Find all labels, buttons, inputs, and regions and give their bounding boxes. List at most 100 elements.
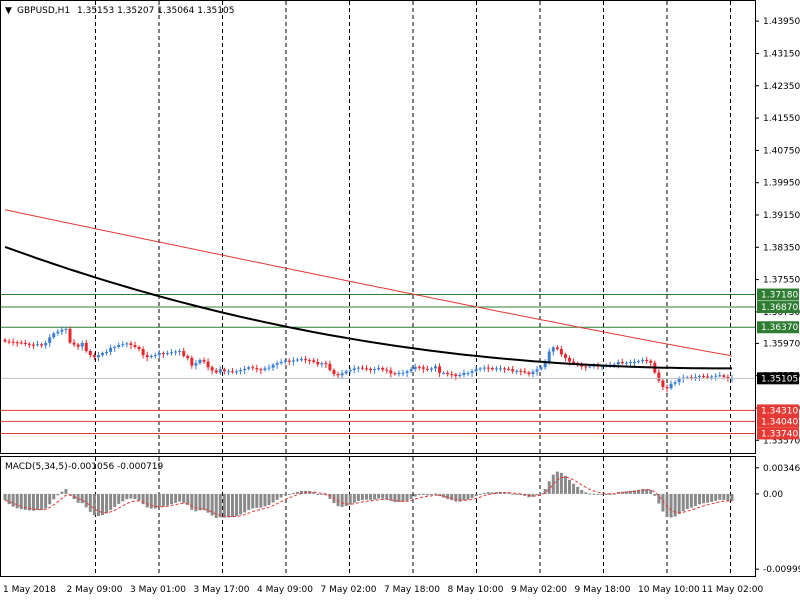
time-tick-label: 2 May 09:00 xyxy=(67,585,123,595)
macd-bar xyxy=(36,493,40,511)
macd-bar xyxy=(677,493,681,514)
macd-bar xyxy=(462,493,466,501)
candle-body xyxy=(7,341,11,343)
candle-body xyxy=(429,368,433,370)
candle-body xyxy=(96,355,100,358)
macd-bar xyxy=(369,493,373,500)
candle-body xyxy=(507,368,511,370)
candle-body xyxy=(324,363,328,365)
macd-bar xyxy=(718,493,722,500)
macd-bar xyxy=(283,493,287,496)
candle-body xyxy=(393,373,397,375)
macd-bar xyxy=(186,493,190,505)
candle-body xyxy=(243,368,247,371)
candle-body xyxy=(348,370,352,372)
candle-body xyxy=(210,367,214,371)
macd-bar xyxy=(641,488,645,494)
price-panel: ▼ GBPUSD,H1 1.35153 1.35207 1.35064 1.35… xyxy=(0,0,756,454)
candle-body xyxy=(377,368,381,370)
macd-bar xyxy=(697,493,701,505)
price-tick-label: 1.33570 xyxy=(763,436,800,446)
macd-bar xyxy=(52,493,56,500)
ma-slow-line xyxy=(4,209,733,357)
macd-bar xyxy=(157,493,161,508)
candle-body xyxy=(356,367,360,369)
macd-bar xyxy=(92,493,96,516)
time-tick-label: 1 May 2018 xyxy=(3,585,56,595)
candle-body xyxy=(442,372,446,374)
macd-bar xyxy=(178,493,182,502)
support-level-label: 1.33740 xyxy=(761,429,798,439)
candle-body xyxy=(316,361,320,365)
vertical-grid xyxy=(95,1,731,453)
macd-bar xyxy=(230,493,234,518)
macd-tick-label: 0.003466 xyxy=(763,464,800,474)
candle-body xyxy=(235,371,239,373)
macd-bar xyxy=(470,493,474,499)
price-tick-label: 1.43950 xyxy=(763,17,800,27)
macd-bar xyxy=(287,493,291,495)
candle-body xyxy=(389,370,393,374)
macd-bar xyxy=(381,493,385,499)
macd-bar xyxy=(105,493,109,514)
candle-body xyxy=(259,369,263,371)
macd-bar xyxy=(279,493,283,498)
macd-bar xyxy=(121,493,125,502)
candle-body xyxy=(568,357,572,362)
candle-body xyxy=(624,362,628,364)
candle-body xyxy=(693,376,697,378)
macd-bar xyxy=(344,493,348,507)
candle-body xyxy=(279,361,283,364)
candle-body xyxy=(145,355,149,358)
candle-body xyxy=(230,371,234,373)
candle-body xyxy=(409,369,413,372)
candle-body xyxy=(100,353,104,356)
macd-bar xyxy=(271,493,275,503)
macd-bar xyxy=(649,490,653,494)
macd-bar xyxy=(657,493,661,504)
macd-bar xyxy=(328,493,332,499)
candle-body xyxy=(722,375,726,377)
macd-bar xyxy=(324,493,328,496)
macd-bar xyxy=(401,493,405,502)
macd-bar xyxy=(182,493,186,504)
candle-body xyxy=(239,370,243,372)
macd-bar xyxy=(490,492,494,494)
macd-bar xyxy=(316,493,320,495)
header-arrow[interactable]: ▼ xyxy=(5,6,12,16)
macd-bar xyxy=(592,493,596,495)
candle-body xyxy=(88,351,92,356)
candle-body xyxy=(531,371,535,375)
ma-fast-line xyxy=(4,245,732,370)
candle-body xyxy=(206,361,210,368)
candle-body xyxy=(222,369,226,372)
candle-body xyxy=(515,370,519,372)
candle-body xyxy=(669,383,673,389)
macd-bar xyxy=(7,493,11,505)
macd-bar xyxy=(681,493,685,512)
macd-bar xyxy=(3,493,7,501)
candle-body xyxy=(417,366,421,368)
macd-bar xyxy=(661,493,665,512)
price-tick-label: 1.38350 xyxy=(763,243,800,253)
macd-bar xyxy=(336,493,340,507)
macd-bar xyxy=(673,493,677,517)
macd-bar xyxy=(360,493,364,501)
macd-bar xyxy=(669,493,673,518)
candle-body xyxy=(283,360,287,362)
macd-bar xyxy=(149,493,153,509)
macd-bar xyxy=(702,493,706,504)
macd-bar xyxy=(555,471,559,494)
candle-body xyxy=(633,361,637,363)
candle-body xyxy=(352,368,356,371)
macd-bar xyxy=(129,493,133,499)
macd-bar xyxy=(198,493,202,511)
macd-bar xyxy=(507,492,511,494)
macd-values: -0.001056 -0.000719 xyxy=(68,462,164,472)
candle-body xyxy=(48,337,52,343)
candle-body xyxy=(434,366,438,369)
candle-body xyxy=(421,367,425,369)
macd-bar xyxy=(364,493,368,500)
macd-bar xyxy=(31,493,35,511)
macd-bar xyxy=(543,489,547,494)
